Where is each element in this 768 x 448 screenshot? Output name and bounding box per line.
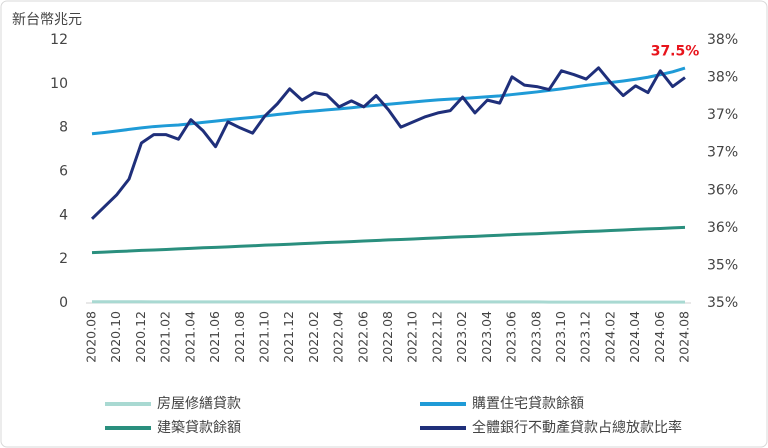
x-tick-label: 2021.10 bbox=[256, 311, 271, 363]
y2-tick-label: 35% bbox=[707, 295, 738, 311]
x-tick-label: 2022.12 bbox=[429, 311, 444, 363]
y-tick-label: 8 bbox=[59, 120, 68, 136]
x-tick-label: 2021.12 bbox=[281, 311, 296, 363]
x-tick-label: 2021.06 bbox=[207, 311, 222, 363]
y-tick-label: 6 bbox=[59, 164, 68, 180]
series-line bbox=[91, 66, 686, 136]
x-tick-label: 2021.08 bbox=[232, 311, 247, 363]
y-tick-label: 4 bbox=[59, 207, 68, 223]
legend-label: 購置住宅貸款餘額 bbox=[472, 395, 584, 412]
y2-tick-label: 36% bbox=[707, 182, 738, 198]
x-tick-label: 2024.08 bbox=[677, 311, 692, 363]
y2-tick-label: 38% bbox=[707, 32, 738, 48]
x-tick-label: 2023.12 bbox=[578, 311, 593, 363]
y-tick-label: 2 bbox=[59, 251, 68, 267]
x-tick-label: 2023.04 bbox=[479, 311, 494, 363]
x-tick-label: 2023.10 bbox=[553, 311, 568, 363]
y-tick-label: 12 bbox=[50, 32, 68, 48]
x-tick-label: 2023.06 bbox=[504, 311, 519, 363]
x-tick-label: 2020.12 bbox=[133, 311, 148, 363]
series-line bbox=[91, 225, 686, 255]
x-tick-label: 2024.02 bbox=[602, 311, 617, 363]
legend-label: 房屋修繕貸款 bbox=[157, 396, 241, 412]
x-tick-label: 2022.06 bbox=[355, 311, 370, 363]
y-axis-label: 新台幣兆元 bbox=[12, 12, 82, 28]
x-tick-label: 2022.08 bbox=[380, 311, 395, 363]
x-tick-label: 2022.02 bbox=[306, 311, 321, 363]
x-tick-label: 2023.02 bbox=[454, 311, 469, 363]
x-tick-label: 2022.10 bbox=[405, 311, 420, 363]
y-tick-label: 0 bbox=[59, 295, 68, 311]
x-tick-label: 2021.04 bbox=[182, 311, 197, 363]
x-tick-label: 2024.06 bbox=[652, 311, 667, 363]
y2-tick-label: 35% bbox=[707, 257, 738, 273]
y2-tick-label: 37% bbox=[707, 107, 738, 123]
y2-tick-label: 38% bbox=[707, 70, 738, 86]
x-tick-label: 2022.04 bbox=[331, 311, 346, 363]
y2-tick-label: 37% bbox=[707, 145, 738, 161]
x-tick-label: 2020.10 bbox=[108, 311, 123, 363]
x-tick-label: 2024.04 bbox=[627, 311, 642, 363]
legend-label: 全體銀行不動產貸款占總放款比率 bbox=[472, 419, 682, 436]
x-tick-label: 2020.08 bbox=[84, 311, 99, 363]
x-tick-label: 2021.02 bbox=[158, 311, 173, 363]
value-label: 37.5% bbox=[651, 44, 700, 60]
y-tick-label: 10 bbox=[50, 76, 68, 92]
series-line bbox=[90, 66, 686, 220]
x-tick-label: 2023.08 bbox=[528, 311, 543, 363]
y2-tick-label: 36% bbox=[707, 220, 738, 236]
legend-label: 建築貸款餘額 bbox=[157, 419, 241, 436]
